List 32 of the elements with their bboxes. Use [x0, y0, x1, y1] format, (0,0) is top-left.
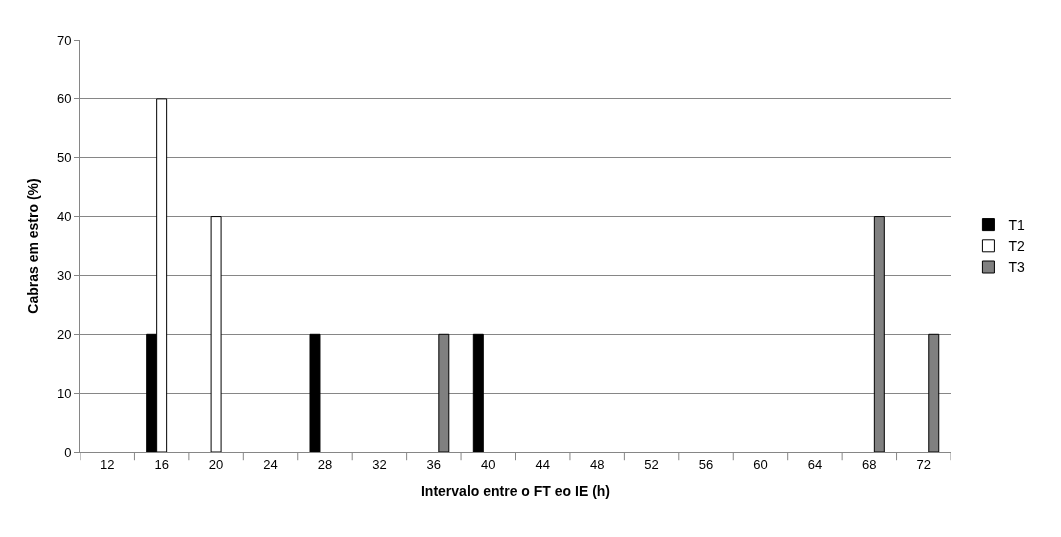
y-tick-label: 20: [56, 326, 72, 342]
x-tick-label: 52: [644, 456, 659, 472]
x-tick-label: 12: [99, 456, 115, 472]
bar: [309, 333, 321, 452]
x-tick-label: 36: [426, 456, 442, 472]
x-tick-label: 24: [263, 456, 278, 472]
x-tick-label: 28: [317, 456, 333, 472]
legend-label: T1: [1008, 217, 1025, 234]
legend-label: T2: [1008, 238, 1025, 255]
legend-label: T3: [1008, 259, 1025, 276]
x-tick-label: 40: [481, 456, 496, 472]
x-tick-label: 32: [372, 456, 387, 472]
bar: [210, 216, 222, 452]
x-tick-label: 72: [916, 456, 932, 472]
x-tick-label: 44: [535, 456, 550, 472]
y-tick-label: 30: [56, 267, 72, 283]
x-tick-label: 20: [208, 456, 224, 472]
y-tick-label: 70: [56, 32, 72, 48]
y-axis-title: Cabras em estro (%): [24, 178, 41, 314]
x-tick-label: 64: [807, 456, 823, 472]
y-tick-label: 50: [56, 150, 72, 166]
y-tick-label: 40: [56, 209, 72, 225]
x-tick-label: 68: [862, 456, 877, 472]
bar: [472, 333, 484, 452]
y-tick-label: 10: [56, 385, 72, 401]
x-axis-title: Intervalo entre o FT eo IE (h): [420, 482, 611, 499]
x-tick-label: 60: [753, 456, 768, 472]
y-tick-label: 0: [64, 444, 72, 460]
x-tick-label: 16: [154, 456, 169, 472]
x-tick-label: 56: [698, 456, 714, 472]
y-tick-label: 60: [56, 91, 72, 107]
x-tick-label: 48: [589, 456, 605, 472]
